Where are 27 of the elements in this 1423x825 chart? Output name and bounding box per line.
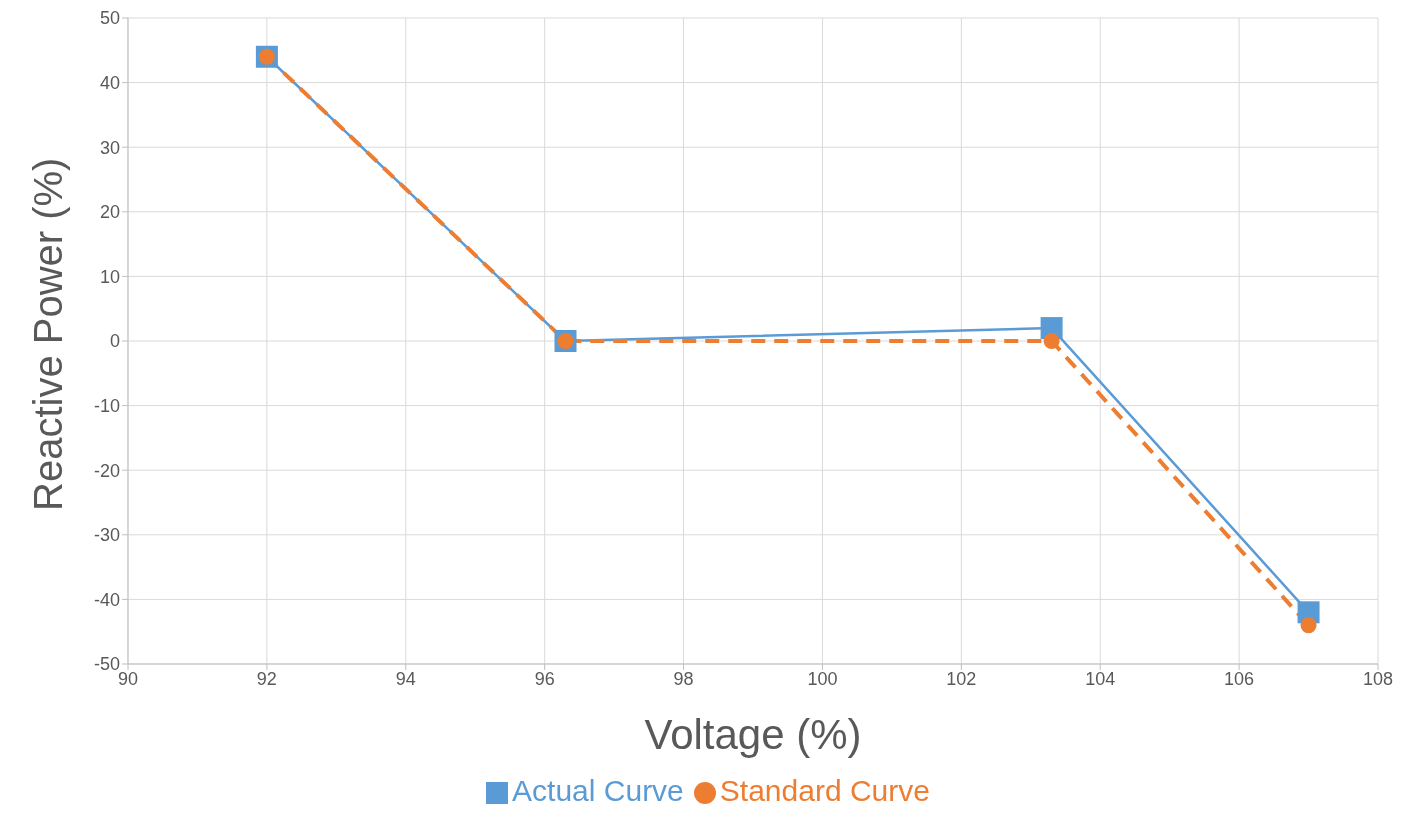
x-tick-label: 98 — [673, 668, 694, 689]
legend-label: Standard Curve — [719, 774, 930, 807]
legend-label: Actual Curve — [512, 774, 684, 807]
x-tick-label: 94 — [395, 668, 416, 689]
y-tick-label: 10 — [99, 266, 120, 287]
x-tick-label: 96 — [534, 668, 555, 689]
x-tick-label: 106 — [1224, 668, 1255, 689]
x-tick-label: 92 — [256, 668, 277, 689]
y-tick-label: 50 — [99, 8, 120, 29]
y-tick-label: 0 — [109, 331, 120, 352]
y-tick-label: 30 — [99, 137, 120, 158]
y-axis-title: Reactive Power (%) — [26, 157, 71, 511]
point — [1300, 617, 1317, 634]
x-tick-label: 102 — [946, 668, 977, 689]
x-tick-label: 90 — [117, 668, 139, 689]
y-tick-label: -50 — [93, 654, 120, 675]
x-tick-label: 100 — [807, 668, 838, 689]
x-tick-label: 108 — [1362, 668, 1394, 689]
y-tick-label: 20 — [99, 202, 120, 223]
y-tick-label: -40 — [93, 589, 120, 610]
y-tick-label: -20 — [93, 460, 120, 481]
y-tick-label: 40 — [99, 72, 120, 93]
y-tick-label: -30 — [93, 525, 120, 546]
point — [1043, 333, 1060, 349]
x-axis-title: Voltage (%) — [644, 711, 862, 758]
y-tick-label: -10 — [93, 395, 120, 416]
x-tick-label: 104 — [1085, 668, 1116, 689]
